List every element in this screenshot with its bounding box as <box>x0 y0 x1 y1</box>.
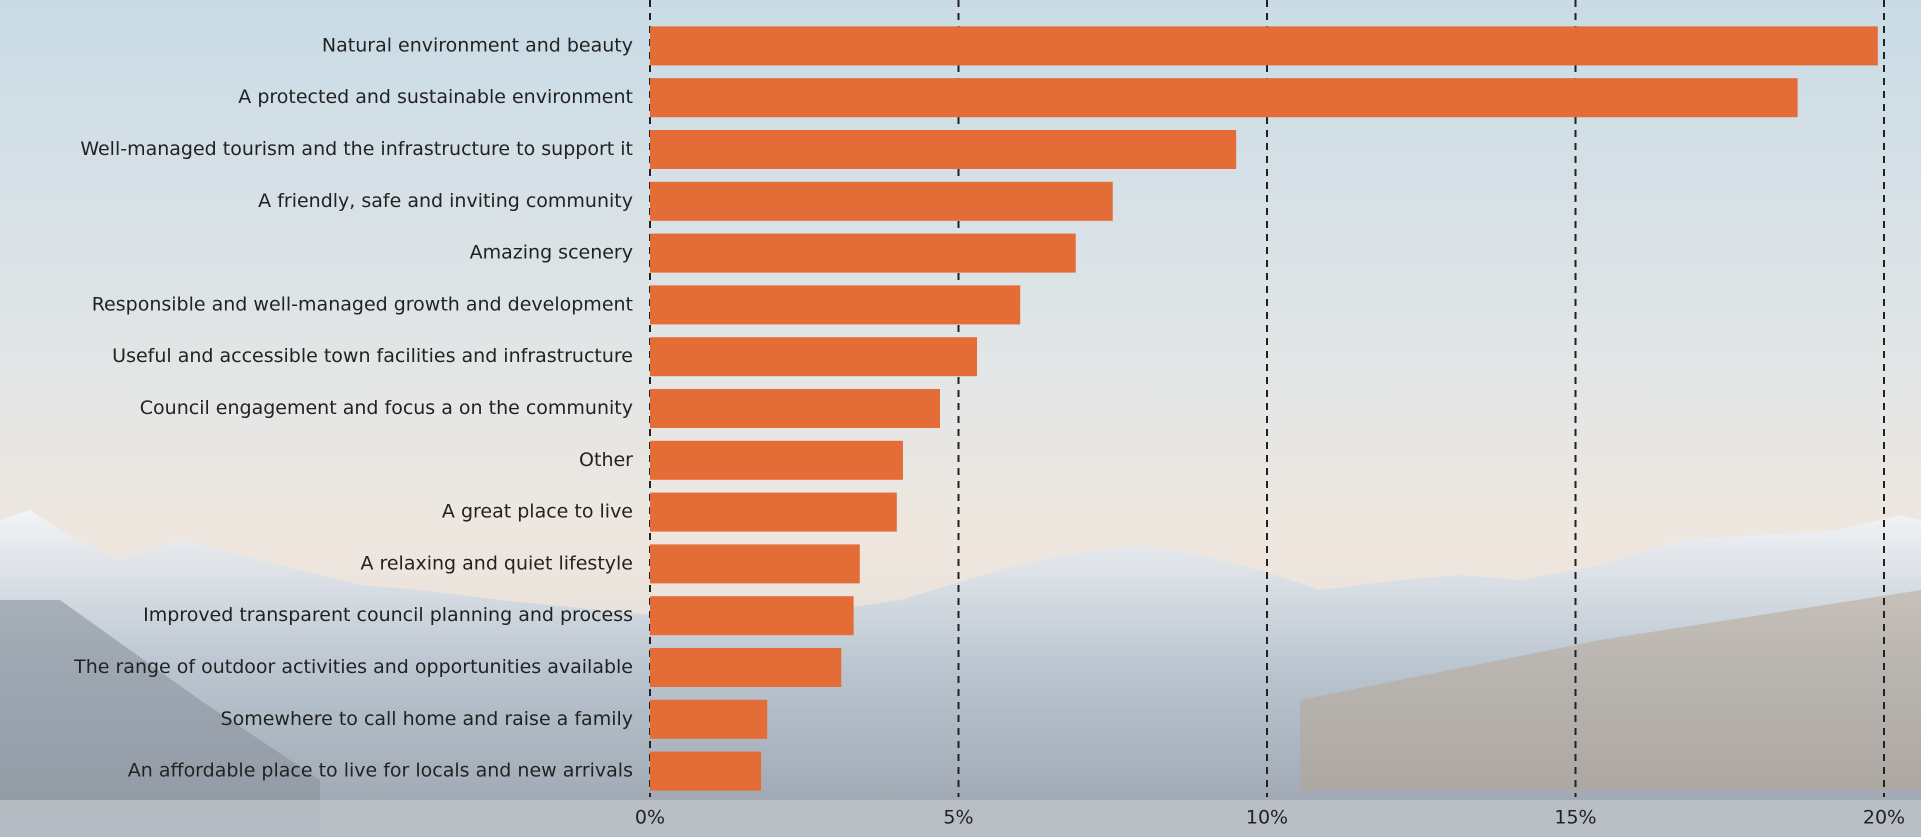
bar <box>650 699 768 739</box>
bar <box>650 596 854 636</box>
x-tick-label: 5% <box>943 807 973 829</box>
x-tick-label: 10% <box>1246 807 1288 829</box>
bar <box>650 26 1878 66</box>
category-label: A great place to live <box>442 501 633 523</box>
bar <box>650 337 978 377</box>
bar <box>650 181 1113 221</box>
x-tick-label: 0% <box>635 807 665 829</box>
bar <box>650 389 940 428</box>
category-label: Somewhere to call home and raise a famil… <box>221 708 633 730</box>
category-label: Useful and accessible town facilities an… <box>112 345 633 367</box>
bar <box>650 233 1076 273</box>
category-label: A relaxing and quiet lifestyle <box>360 552 633 574</box>
hillside <box>1300 590 1921 790</box>
x-tick-label: 20% <box>1863 807 1905 829</box>
bar <box>650 648 842 687</box>
category-label: A friendly, safe and inviting community <box>258 190 633 212</box>
category-label: Well-managed tourism and the infrastruct… <box>80 138 633 160</box>
category-label: Improved transparent council planning an… <box>143 604 633 626</box>
category-label: Amazing scenery <box>470 242 633 264</box>
bar <box>650 751 762 791</box>
category-label: Council engagement and focus a on the co… <box>140 397 633 419</box>
bar <box>650 78 1798 118</box>
hill <box>0 600 320 837</box>
bar <box>650 492 897 532</box>
labels: 0% 5% 10% 15% 20% Natural environment and bea… <box>73 34 1905 828</box>
bar <box>650 285 1021 325</box>
category-label: An affordable place to live for locals a… <box>128 760 633 782</box>
bar <box>650 130 1237 169</box>
bar <box>650 440 903 480</box>
category-label: Other <box>579 449 633 471</box>
category-label: The range of outdoor activities and oppo… <box>73 656 633 678</box>
x-tick-label: 15% <box>1554 807 1596 829</box>
bars <box>650 26 1878 791</box>
lake <box>0 800 1921 837</box>
bar <box>650 544 860 584</box>
category-label: Responsible and well-managed growth and … <box>92 293 633 315</box>
category-label: A protected and sustainable environment <box>238 86 633 108</box>
category-label: Natural environment and beauty <box>322 34 633 56</box>
